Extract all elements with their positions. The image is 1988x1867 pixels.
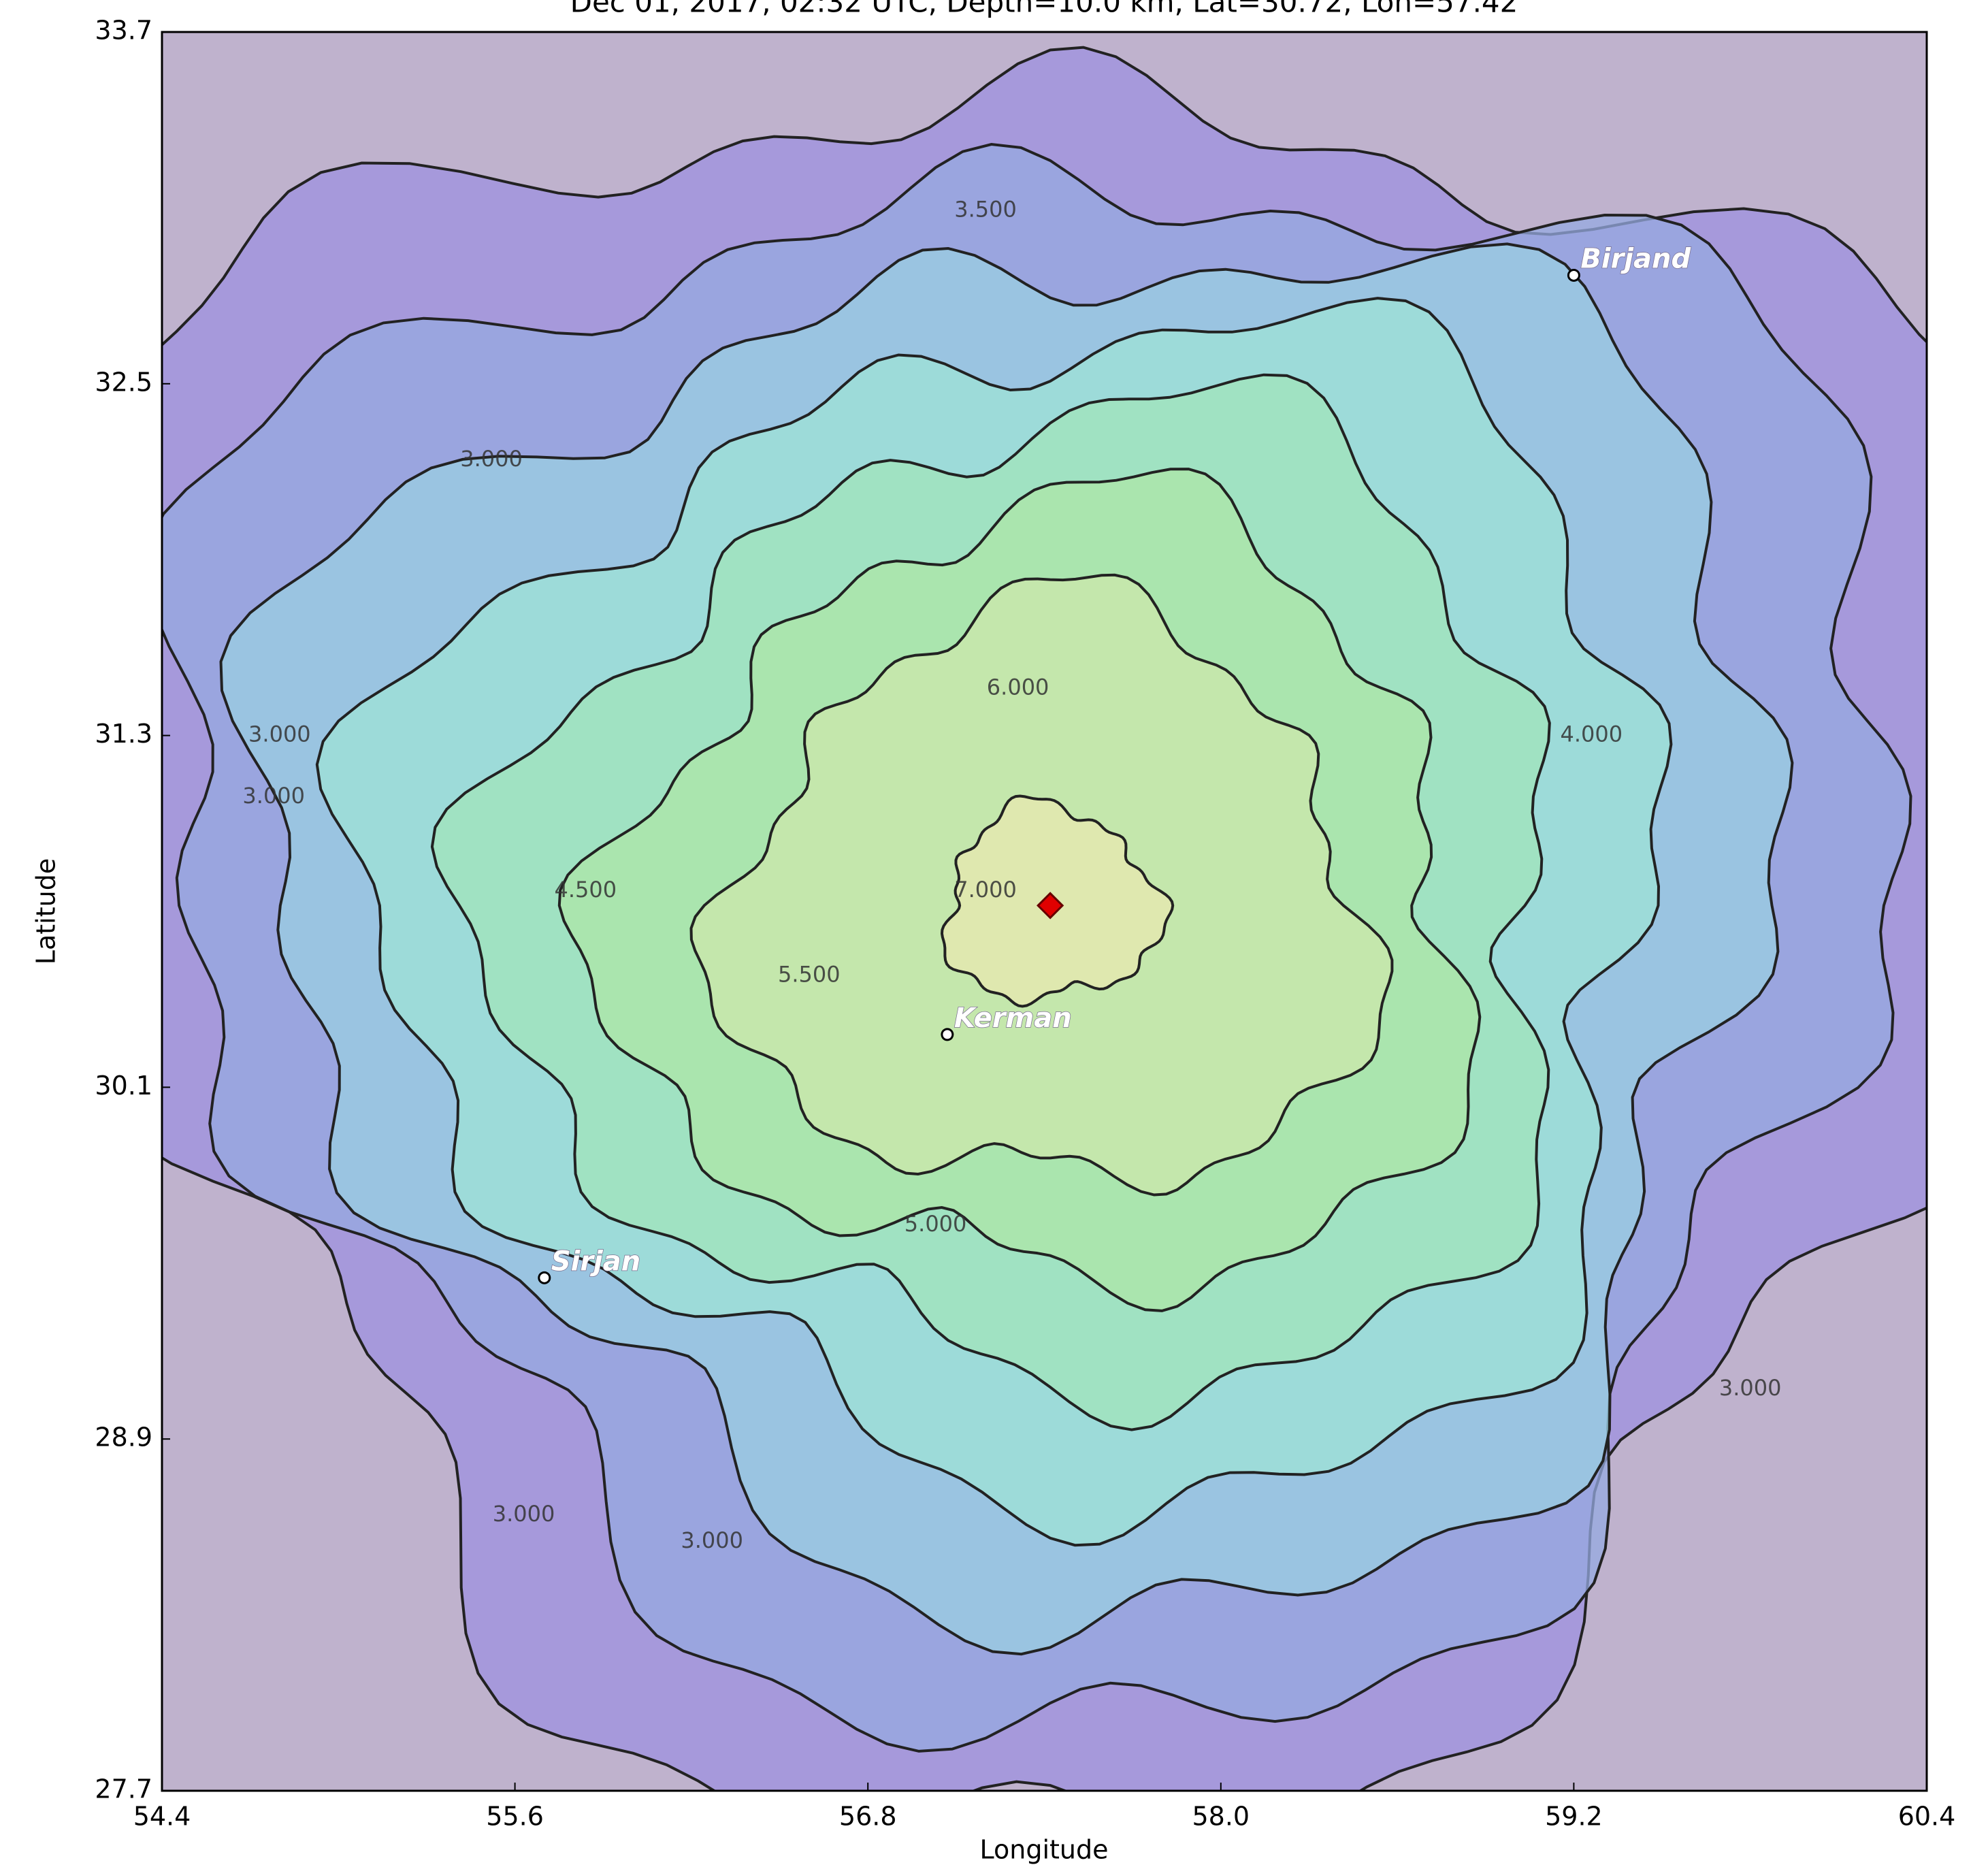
city-label: Birjand — [1580, 243, 1691, 274]
y-tick-label: 33.7 — [95, 16, 152, 46]
x-tick-label: 60.4 — [1898, 1802, 1956, 1832]
contour-label: 3.000 — [493, 1501, 555, 1527]
x-tick-label: 58.0 — [1192, 1802, 1250, 1832]
contour-label: 3.000 — [681, 1527, 743, 1553]
contour-label: 6.000 — [987, 675, 1049, 700]
contour-label: 7.000 — [954, 877, 1017, 903]
contour-label: 4.500 — [555, 877, 617, 903]
y-tick-label: 31.3 — [95, 719, 152, 749]
y-axis-label: Latitude — [31, 858, 61, 964]
y-tick-label: 28.9 — [95, 1423, 152, 1452]
city-marker — [1568, 270, 1579, 280]
x-axis-label: Longitude — [980, 1835, 1109, 1865]
plot-area: 3.500 3.000 3.000 3.000 4.500 5.500 6.000 7.000… — [77, 32, 1988, 1849]
x-tick-label: 56.8 — [839, 1802, 897, 1832]
city-label: Sirjan — [551, 1246, 640, 1277]
x-tick-label: 59.2 — [1545, 1802, 1603, 1832]
map-title: Dec 01, 2017, 02:32 UTC, Depth=10.0 km, … — [570, 0, 1518, 19]
x-tick-label: 55.6 — [486, 1802, 544, 1832]
city-marker — [539, 1272, 550, 1283]
contour-label: 3.000 — [248, 721, 311, 747]
contour-label: 5.000 — [905, 1211, 967, 1237]
contour-label: 4.000 — [1561, 721, 1623, 747]
contour-label: 3.500 — [954, 197, 1017, 223]
city-marker — [942, 1029, 953, 1040]
y-tick-label: 27.7 — [95, 1774, 152, 1804]
contour-label: 3.000 — [460, 446, 523, 472]
contour-label: 3.000 — [242, 783, 305, 809]
x-tick-label: 54.4 — [133, 1802, 191, 1832]
y-tick-label: 32.5 — [95, 367, 152, 397]
map: Dec 01, 2017, 02:32 UTC, Depth=10.0 km, … — [0, 0, 1988, 1867]
contour-label: 3.000 — [1719, 1375, 1782, 1401]
y-tick-label: 30.1 — [95, 1071, 152, 1101]
contour-label: 5.500 — [778, 962, 841, 988]
city-label: Kerman — [954, 1003, 1072, 1034]
